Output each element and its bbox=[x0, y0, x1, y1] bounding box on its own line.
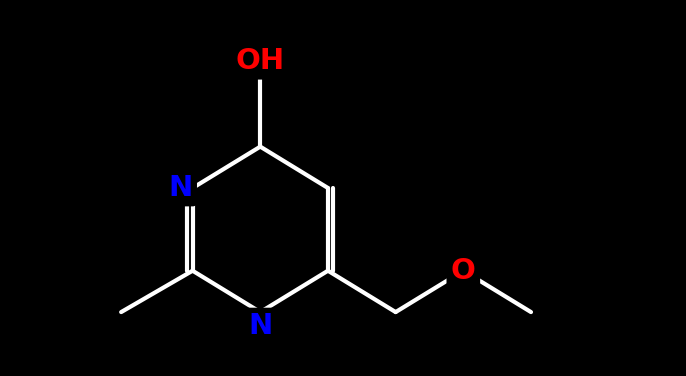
Text: O: O bbox=[451, 257, 476, 285]
Text: OH: OH bbox=[236, 47, 285, 75]
Text: N: N bbox=[168, 174, 193, 202]
Text: N: N bbox=[248, 312, 272, 340]
